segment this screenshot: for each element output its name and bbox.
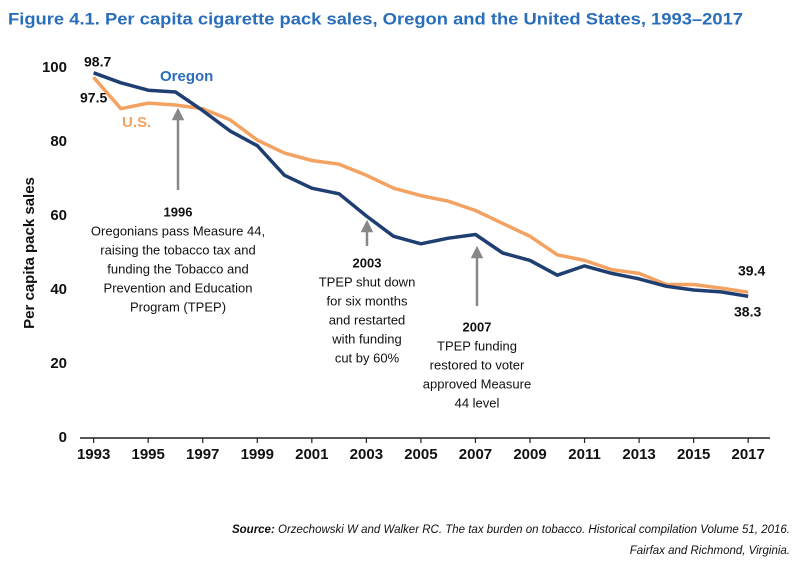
- x-tick-label: 2017: [731, 446, 764, 463]
- annotation-text: Program (TPEP): [130, 299, 226, 314]
- annotation-text: TPEP shut down: [319, 274, 416, 289]
- x-tick-label: 1999: [241, 446, 274, 463]
- annotation-heading: 2007: [463, 319, 492, 334]
- data-label: 98.7: [84, 54, 111, 70]
- y-tick-label: 100: [42, 59, 67, 76]
- chart-title: Figure 4.1. Per capita cigarette pack sa…: [8, 9, 743, 28]
- x-tick-label: 2013: [622, 446, 655, 463]
- x-tick-label: 2009: [513, 446, 546, 463]
- y-tick-label: 0: [59, 429, 67, 446]
- series-line: [92, 76, 749, 294]
- series-label: Oregon: [160, 68, 213, 85]
- source-text: Orzechowski W and Walker RC. The tax bur…: [278, 524, 790, 536]
- x-tick-label: 2011: [568, 446, 601, 463]
- annotation-text: with funding: [331, 331, 401, 346]
- source-label: Source:: [232, 524, 275, 536]
- y-tick-label: 60: [50, 207, 67, 224]
- y-tick-label: 80: [50, 133, 67, 150]
- x-tick-label: 2007: [459, 446, 492, 463]
- annotation-text: for six months: [327, 293, 408, 308]
- annotation-text: restored to voter: [430, 357, 525, 372]
- x-tick-label: 2003: [350, 446, 383, 463]
- annotation-heading: 2003: [353, 255, 382, 270]
- annotation-heading: 1996: [164, 204, 193, 219]
- annotation-text: funding the Tobacco and: [107, 261, 248, 276]
- annotation-text: and restarted: [329, 312, 406, 327]
- x-tick-label: 1993: [77, 446, 110, 463]
- x-tick-label: 1997: [186, 446, 219, 463]
- annotation-text: 44 level: [455, 395, 500, 410]
- source-text: Fairfax and Richmond, Virginia.: [630, 545, 790, 557]
- data-label: 39.4: [738, 263, 765, 279]
- series-line: [92, 71, 749, 299]
- y-axis-label: Per capita pack sales: [21, 177, 38, 329]
- x-tick-label: 2001: [295, 446, 328, 463]
- annotation: 2003 TPEP shut down for six months and rest…: [319, 255, 416, 365]
- annotation-text: approved Measure: [423, 376, 531, 391]
- x-tick-label: 2005: [404, 446, 437, 463]
- annotation-text: raising the tobacco tax and: [100, 242, 255, 257]
- y-tick-label: 20: [50, 355, 67, 372]
- x-tick-label: 2015: [677, 446, 710, 463]
- annotation-text: Oregonians pass Measure 44,: [91, 223, 265, 238]
- annotation-text: TPEP funding: [437, 338, 517, 353]
- annotation: 2007 TPEP funding restored to voter approve…: [423, 319, 531, 410]
- annotation-text: Prevention and Education: [104, 280, 253, 295]
- series-label: U.S.: [122, 114, 151, 131]
- x-tick-label: 1995: [131, 446, 164, 463]
- y-tick-label: 40: [50, 281, 67, 298]
- data-label: 38.3: [734, 304, 761, 320]
- annotation-text: cut by 60%: [335, 350, 400, 365]
- annotation: 1996 Oregonians pass Measure 44, raising t…: [91, 204, 265, 314]
- data-label: 97.5: [80, 90, 107, 106]
- source: Source: Orzechowski W and Walker RC. The…: [232, 524, 790, 536]
- annotation-arrows: [171, 107, 484, 306]
